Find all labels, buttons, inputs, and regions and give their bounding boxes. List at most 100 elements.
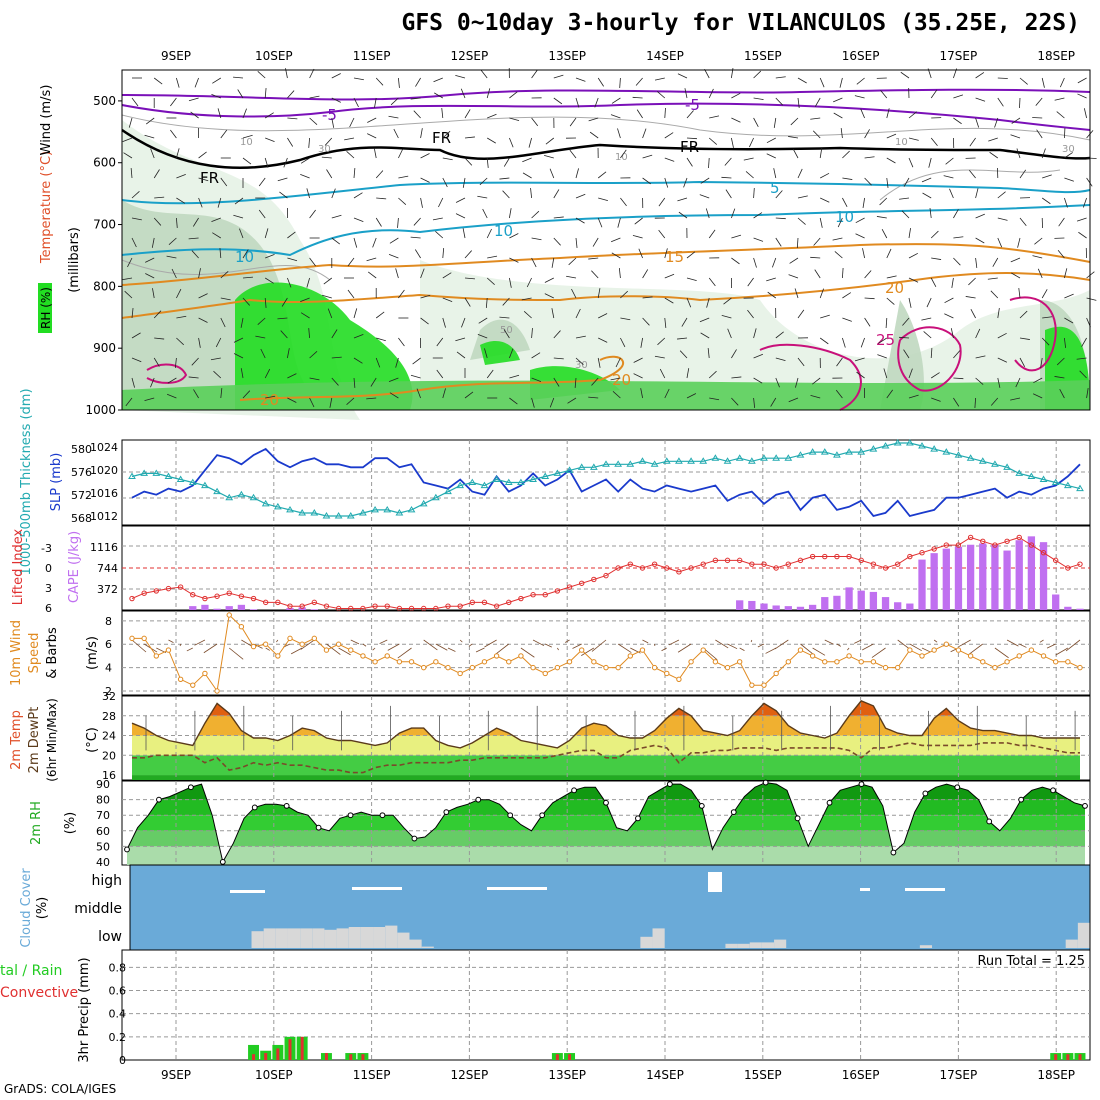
thickness-marker [626,460,635,467]
wind-barb [509,117,520,121]
wind-speed-marker [202,670,208,677]
wind-barb [464,109,471,119]
wind-barb [1064,197,1068,208]
wind-barb [323,277,333,285]
wind-barb [191,250,199,259]
wind-barb [953,236,964,239]
rh-contour-label: 10 [895,137,908,148]
wind-speed-marker [141,635,147,642]
wind-barb [435,231,444,239]
wind-barb [167,377,177,384]
top-date-label: 16SEP [842,49,880,63]
wind-barb [638,248,643,259]
wind-barb [757,643,765,648]
y-tick-label: 500 [93,94,116,108]
wind-barb [436,337,444,347]
precip-conv-bar [1078,1054,1082,1060]
wind-barb [462,177,466,188]
wind-barb [837,217,843,228]
wind-speed-marker [603,664,609,671]
thickness-marker [760,454,768,461]
wind-barb [503,329,510,339]
thickness-marker [857,448,866,455]
wind-barb [346,151,355,159]
wind-barb [309,377,320,381]
wind-barb [255,335,266,339]
wind-barb [833,97,843,103]
wind-barb [464,157,473,166]
cape-bar [225,606,233,610]
wind-speed-marker [445,664,451,671]
wind-barb [372,237,377,248]
wind-barb [864,297,875,300]
wind-barb [442,388,446,399]
y-tick-label: 744 [97,562,118,575]
precip-conv-bar [252,1054,256,1060]
wind-barb [410,374,421,379]
wind-barb [997,191,1006,199]
wind-speed-marker [578,647,585,653]
wind-barb [553,97,563,105]
wind-barb [220,177,228,187]
rh-marker [603,799,609,806]
lifted-index-marker [190,592,196,598]
wind-barb [309,68,315,79]
precip-frame [121,949,1091,1061]
wind-barb [376,197,387,200]
wind-barb [708,229,716,239]
wind-barb [544,293,554,299]
wind-barb [855,217,865,224]
wind-barb [287,348,290,359]
rh-marker [1050,787,1056,794]
lifted-index-marker [299,603,305,609]
wind-barb [545,643,552,648]
wind-barb [366,257,377,262]
wind-barb [572,643,582,649]
wind-barb [233,76,244,79]
wind-barb [903,177,910,187]
wind-barb [862,197,865,208]
thickness-marker [273,502,282,510]
y-tick-label: 1012 [90,510,118,523]
wind-barb [1034,237,1043,245]
wind-barb [150,148,155,159]
wind-barb [420,128,423,139]
wind-speed-marker [919,653,925,659]
wind-barb [1077,77,1087,84]
wind-barb [706,297,710,308]
precip-conv-bar [568,1054,572,1060]
wind-barb [168,237,177,245]
wind-speed-marker [287,635,293,642]
wind-barb [833,112,843,119]
wind-barb [708,277,716,287]
wind-speed-marker [882,664,889,671]
wind-barb [881,228,888,239]
wind-barb [346,397,355,405]
thickness-marker [577,463,586,470]
wind-barb [486,157,489,168]
low-cloud-bar [275,928,288,948]
wind-barb [447,647,456,652]
wind-barb [523,311,532,319]
wind-speed-marker [530,664,536,671]
wind-barb [727,328,732,339]
wind-barb [397,217,399,228]
wind-barb [532,639,545,647]
wind-barb [1056,357,1065,366]
wind-barb [372,647,376,651]
wind-barb [300,157,310,164]
wind-barb [367,271,377,279]
cape-bar [1039,542,1048,610]
wind-barb [842,197,848,208]
wind-barb [353,77,364,81]
wind-barb [1035,97,1043,106]
contour-label: 10 [235,248,254,266]
wind-barb [930,372,940,379]
wind-barb [951,277,954,288]
rh-marker [858,781,865,788]
wind-barb [131,97,139,107]
wind-barb [131,237,137,248]
wind-barb [455,337,466,342]
wind-barb [553,74,564,79]
